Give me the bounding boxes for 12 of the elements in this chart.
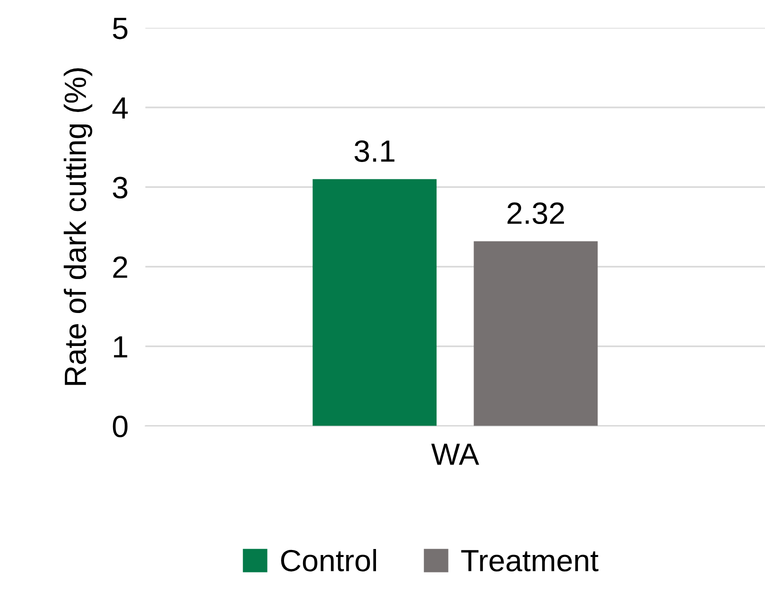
y-tick-label: 5 — [112, 18, 128, 40]
y-tick-label: 4 — [112, 98, 128, 119]
data-label: 2.32 — [508, 202, 564, 224]
y-tick-label: 1 — [114, 336, 128, 358]
legend-label: Treatment — [461, 550, 598, 572]
y-tick-label: 0 — [112, 416, 128, 438]
y-tick-label: 3 — [112, 176, 128, 198]
y-tick-label: 2 — [113, 256, 128, 278]
legend-label: Control — [281, 549, 376, 572]
data-label: 3.1 — [354, 140, 394, 162]
x-tick-label: WA — [431, 444, 480, 465]
y-axis-title: Rate of dark cutting (%) — [64, 68, 92, 385]
